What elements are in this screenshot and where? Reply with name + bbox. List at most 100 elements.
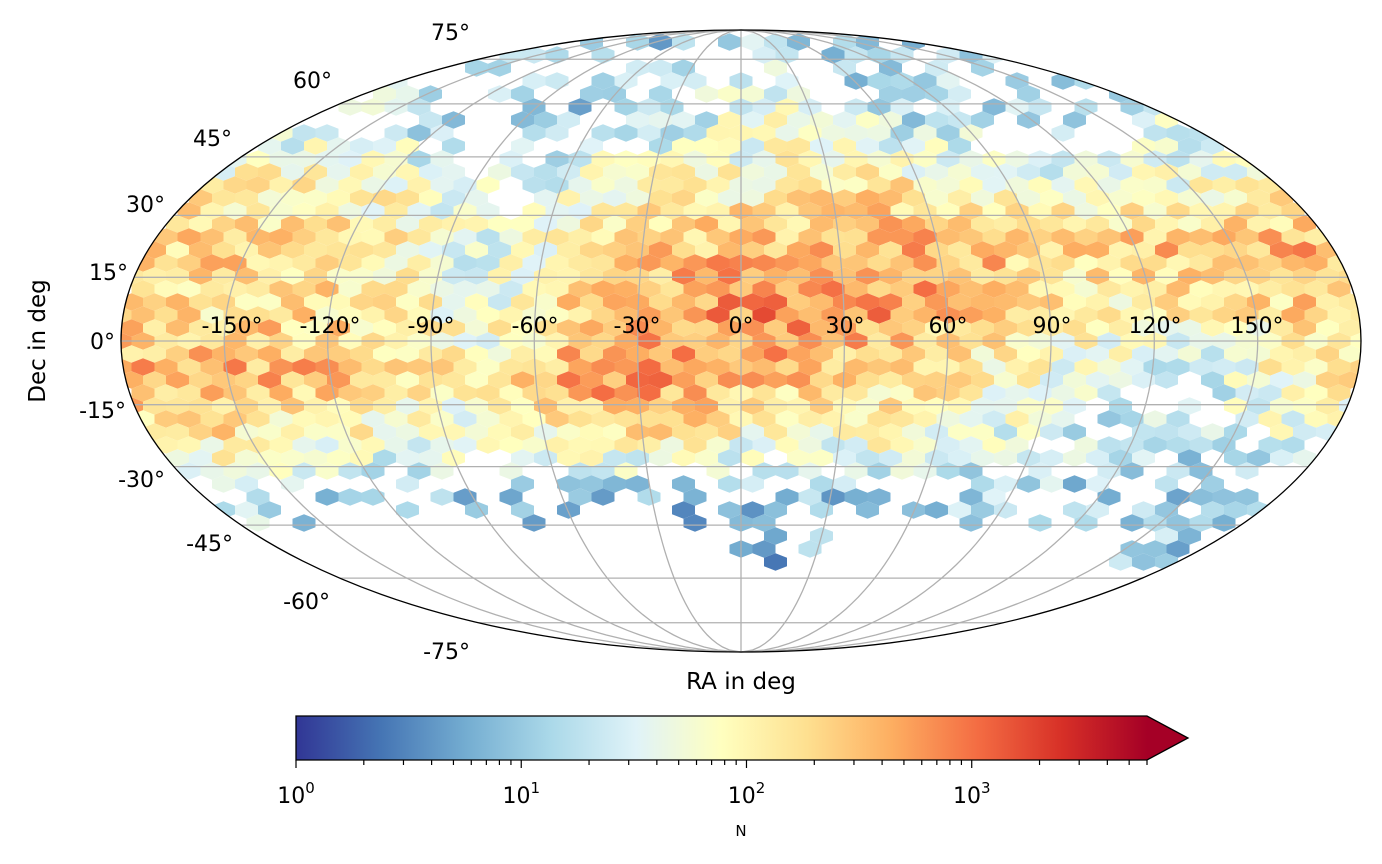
hexbin: [511, 345, 534, 363]
hexbin: [545, 176, 569, 194]
hexbin: [557, 319, 580, 337]
hexbin: [637, 280, 661, 298]
hexbin: [1040, 397, 1063, 415]
hexbin: [1086, 241, 1109, 259]
hexbin: [269, 176, 293, 194]
hexbin: [1051, 150, 1075, 168]
hexbin: [488, 293, 511, 311]
hexbin: [1040, 267, 1063, 285]
hexbin: [361, 384, 385, 402]
hexbin: [1074, 358, 1098, 376]
hexbin: [246, 488, 270, 506]
hexbin: [1339, 345, 1361, 363]
hexbin: [304, 293, 327, 311]
hexbin: [959, 436, 983, 454]
hexbin: [568, 436, 592, 454]
hexbin: [373, 189, 396, 207]
hexbin: [1132, 189, 1155, 207]
hexbin: [545, 254, 569, 272]
hexbin: [396, 397, 419, 415]
hexbin: [649, 345, 672, 363]
hexbin: [304, 397, 327, 415]
hexbin: [718, 293, 741, 311]
hexbin: [246, 306, 270, 324]
hexbin: [200, 280, 224, 298]
hexbin: [407, 410, 431, 428]
hexbin: [798, 306, 822, 324]
hexbin: [281, 267, 304, 285]
hexbin: [856, 319, 879, 337]
ra-tick-label: 120°: [1129, 314, 1182, 339]
hexbin: [1258, 384, 1282, 402]
hexbin: [1051, 176, 1075, 194]
hexbin: [752, 280, 776, 298]
hexbin: [338, 150, 362, 168]
meridian-gridline: [430, 29, 742, 653]
hexbin: [384, 254, 408, 272]
hexbin: [223, 280, 247, 298]
hexbin: [281, 215, 304, 233]
hexbin: [1281, 280, 1305, 298]
hexbin: [488, 59, 511, 77]
hexbin: [994, 475, 1017, 493]
hexbin: [867, 306, 891, 324]
hexbin: [649, 33, 672, 51]
hexbin: [603, 371, 626, 389]
hexbin: [557, 501, 580, 519]
hexbin: [936, 150, 960, 168]
hexbin: [1155, 163, 1178, 181]
hexbin: [948, 241, 971, 259]
hexbin: [1086, 189, 1109, 207]
hexbin: [844, 410, 868, 428]
hexbin: [281, 397, 304, 415]
hexbin: [1293, 423, 1316, 441]
hexbin: [568, 280, 592, 298]
hexbin: [1235, 280, 1259, 298]
hexbin: [212, 475, 235, 493]
meridian-gridline: [740, 29, 1155, 653]
hexbin: [672, 397, 695, 415]
hexbin: [752, 306, 776, 324]
hexbin: [890, 358, 914, 376]
hexbin: [1281, 410, 1305, 428]
hexbin: [971, 423, 994, 441]
hexbin: [511, 137, 534, 155]
hexbin: [557, 189, 580, 207]
hexbin: [775, 280, 799, 298]
hexbin: [200, 228, 224, 246]
hexbin: [522, 384, 546, 402]
hexbin: [292, 228, 316, 246]
y-axis-label: Dec in deg: [25, 279, 51, 402]
hexbin: [545, 436, 569, 454]
hexbin: [281, 319, 304, 337]
hexbin: [637, 488, 661, 506]
hexbin: [476, 436, 500, 454]
hexbin: [672, 241, 695, 259]
ra-tick-label: 60°: [929, 314, 968, 339]
hexbin: [660, 72, 684, 90]
hexbin: [959, 410, 983, 428]
hexbin: [718, 215, 741, 233]
hexbin: [948, 501, 971, 519]
meridian-gridline: [223, 29, 742, 653]
hexbin: [511, 215, 534, 233]
hexbin: [327, 163, 350, 181]
hexbin: [902, 423, 925, 441]
hexbin: [775, 98, 799, 116]
colorbar-tick-label: 103: [953, 779, 991, 809]
hexbin: [1201, 423, 1224, 441]
hexbin: [1293, 293, 1316, 311]
hexbin: [534, 371, 557, 389]
hexbin: [741, 241, 764, 259]
hexbin: [200, 306, 224, 324]
hexbin: [350, 319, 373, 337]
hexbin: [269, 306, 293, 324]
hexbin: [1086, 475, 1109, 493]
hexbin: [1166, 150, 1190, 168]
hexbin: [350, 137, 373, 155]
hexbin: [1304, 280, 1328, 298]
hexbin: [1293, 319, 1316, 337]
hexbin: [442, 241, 465, 259]
hexbin: [143, 293, 166, 311]
hexbin: [1120, 228, 1144, 246]
